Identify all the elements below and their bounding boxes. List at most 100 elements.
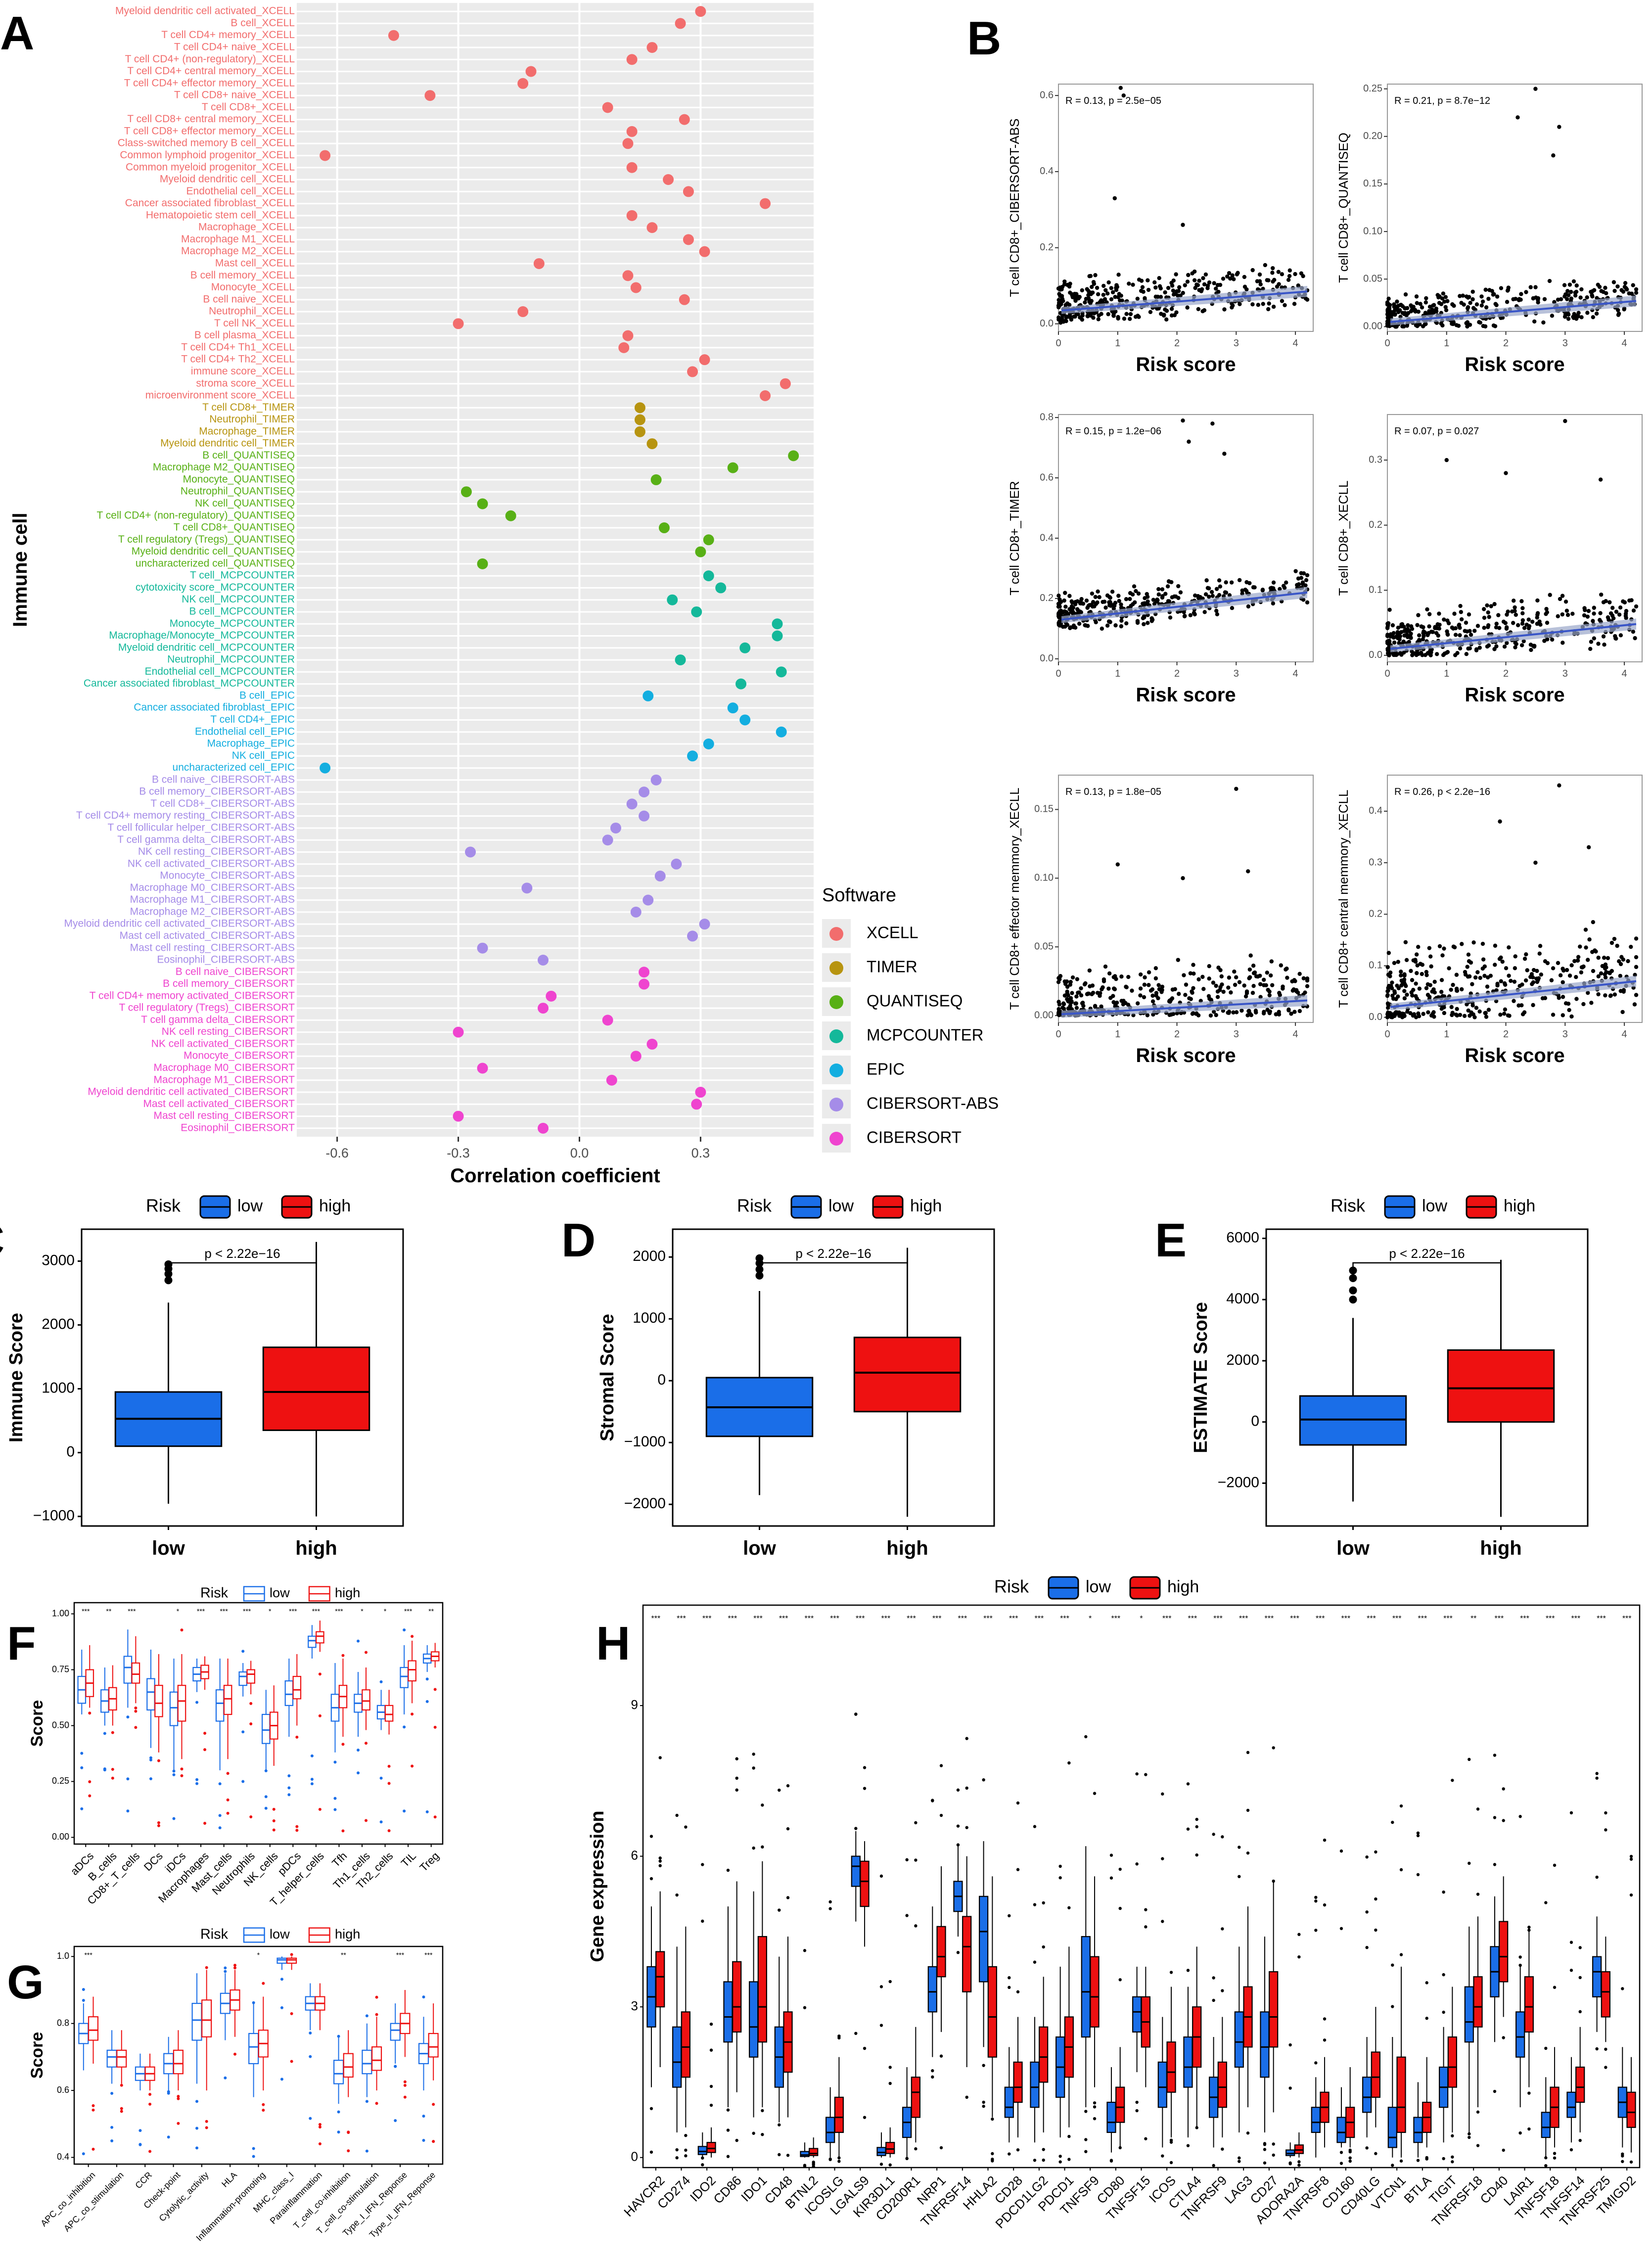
panel-a-ytick-label: B cell naive_XCELL	[203, 293, 295, 305]
panel-b-point	[1560, 1013, 1565, 1017]
panel-b-point	[1468, 323, 1472, 327]
box-high	[732, 1961, 742, 2033]
box-outlier	[149, 1777, 152, 1781]
panel-b-point	[1576, 314, 1581, 319]
panel-b-point	[1287, 274, 1292, 278]
box-outlier	[262, 2103, 265, 2106]
panel-b-point	[1187, 439, 1191, 444]
box-outlier	[249, 1722, 253, 1726]
panel-b-point	[1550, 637, 1555, 642]
panel-b-point	[1101, 979, 1106, 983]
panel-b-point	[1515, 623, 1520, 628]
box-outlier	[982, 2100, 985, 2104]
panel-a-ytick-label: T cell CD4+ Th1_XCELL	[181, 341, 295, 353]
box-high	[962, 1916, 972, 1992]
panel-b-point	[1073, 314, 1077, 319]
box-outlier	[357, 1771, 360, 1775]
panel-b-x-axis-title: Risk score	[1465, 1045, 1564, 1066]
panel-b-ytick-label: 0.2	[1369, 519, 1382, 530]
panel-a-point	[683, 186, 694, 197]
panel-b-point	[1431, 303, 1436, 307]
panel-a-point	[687, 930, 698, 942]
box-outlier	[1118, 1906, 1122, 1910]
box-outlier	[879, 1985, 883, 1989]
panel-a-point	[634, 414, 645, 425]
box-outlier	[1297, 2163, 1301, 2167]
panel-a-ytick-label: stroma score_XCELL	[196, 377, 295, 389]
significance-bracket	[759, 1262, 908, 1270]
panel-a-ytick-label: T cell CD4+ (non-regulatory)_XCELL	[125, 53, 295, 65]
panel-a-ytick-label: Monocyte_QUANTISEQ	[183, 473, 295, 485]
panel-b-point	[1079, 986, 1083, 991]
panel-b-point	[1504, 471, 1508, 475]
panel-b-point	[1193, 285, 1197, 290]
box-outlier	[1629, 1854, 1633, 1858]
panel-b-point	[1063, 591, 1067, 595]
significance-stars: ***	[932, 1615, 942, 1623]
panel-b-point	[1237, 980, 1242, 984]
panel-b-point	[1524, 952, 1528, 957]
significance-stars: ***	[1213, 1615, 1223, 1623]
panel-b-point	[1519, 1003, 1524, 1008]
panel-b-ytick-label: 0.15	[1034, 804, 1054, 815]
box-low	[876, 2147, 886, 2156]
panel-b-point	[1451, 626, 1456, 631]
panel-b-subplot: 0 1 2 3 40.00.20.40.6R = 0.13, p = 2.5e−05Ri…	[1007, 84, 1314, 375]
risk-legend-label: low	[828, 1197, 854, 1215]
panel-b-point	[1612, 936, 1617, 941]
panel-b-point	[1151, 598, 1156, 602]
panel-b-point	[1444, 458, 1449, 462]
box-outlier	[1391, 1820, 1394, 1824]
panel-b-ytick-label: 0.00	[1034, 1010, 1054, 1020]
box-outlier	[205, 1966, 208, 1969]
panel-b-point	[1443, 295, 1448, 299]
panel-b-point	[1386, 621, 1391, 626]
box-outlier	[1016, 1990, 1020, 1993]
box-outlier	[1016, 2148, 1020, 2152]
panel-b-point	[1455, 650, 1460, 655]
panel-b-point	[1244, 580, 1249, 585]
panel-b-point	[1579, 970, 1584, 974]
box-outlier	[180, 1767, 184, 1771]
panel-b-point	[1108, 596, 1112, 600]
box-outlier	[120, 2107, 123, 2110]
box-outlier	[1288, 2162, 1292, 2166]
box-high	[362, 1689, 370, 1711]
panel-b-point	[1632, 1002, 1637, 1007]
panel-b-point	[1176, 958, 1180, 962]
panel-b-xtick-label: 1	[1115, 1029, 1120, 1040]
box-low	[284, 1680, 294, 1706]
panel-b-point	[1460, 987, 1464, 992]
box-outlier	[1314, 1929, 1318, 1932]
box-low	[1336, 2117, 1346, 2143]
panel-b-point	[1068, 314, 1072, 319]
panel-b-point	[1227, 271, 1232, 276]
significance-stars: ***	[907, 1615, 916, 1623]
x-tick-label: low	[152, 1537, 185, 1559]
panel-b-point	[1474, 1006, 1479, 1010]
box-outlier	[318, 2142, 321, 2145]
significance-stars: ***	[289, 1607, 297, 1615]
box-outlier	[287, 1774, 291, 1778]
panel-b-point	[1260, 588, 1265, 592]
panel-b-point	[1301, 976, 1306, 981]
panel-b-point	[1108, 601, 1113, 605]
box-outlier	[1493, 1754, 1497, 1757]
panel-b-point	[1563, 292, 1568, 297]
panel-b-point	[1589, 640, 1594, 644]
panel-b-point	[1506, 1013, 1511, 1017]
panel-b-point	[1403, 940, 1408, 944]
panel-b-point	[1263, 263, 1268, 268]
panel-b-point	[1458, 646, 1463, 651]
box-high	[173, 2049, 184, 2075]
panel-b-point	[1128, 312, 1133, 317]
panel-b-point	[1151, 1012, 1155, 1017]
box-outlier	[1169, 2138, 1173, 2142]
panel-a-ytick-label: B cell memory_XCELL	[190, 270, 295, 281]
box-outlier	[1323, 2017, 1327, 2021]
box-outlier	[387, 1829, 391, 1832]
box-outlier	[394, 2119, 397, 2123]
significance-stars: **	[428, 1607, 434, 1615]
panel-b-point	[1504, 966, 1509, 971]
